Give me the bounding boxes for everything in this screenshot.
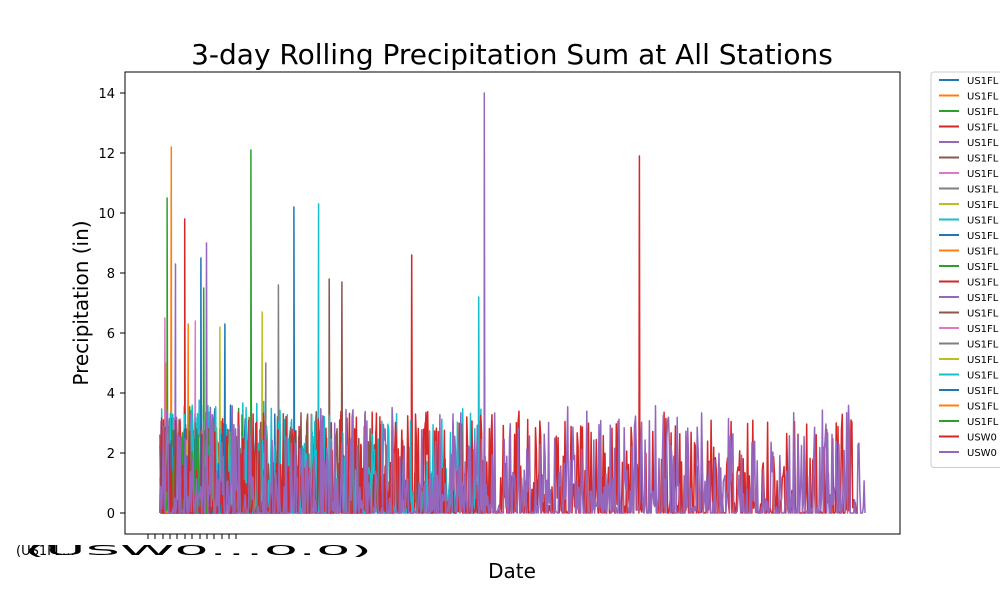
legend-label: US1FL: [967, 247, 999, 258]
y-tick-label: 6: [107, 327, 115, 342]
legend-label: US1FL: [967, 216, 999, 227]
legend-label: US1FL: [967, 386, 999, 397]
legend-label: US1FL: [967, 309, 999, 320]
legend-label: USW0: [967, 448, 997, 459]
legend-label: US1FL: [967, 355, 999, 366]
y-tick-label: 14: [98, 87, 115, 102]
x-tick-label: (US1FL…: [16, 544, 75, 559]
legend-label: US1FL: [967, 293, 999, 304]
legend-label: US1FL: [967, 107, 999, 118]
legend-label: US1FL: [967, 123, 999, 134]
legend-label: US1FL: [967, 340, 999, 351]
legend-label: US1FL: [967, 200, 999, 211]
legend-label: US1FL: [967, 169, 999, 180]
legend-label: US1FL: [967, 324, 999, 335]
y-tick-label: 2: [107, 447, 115, 462]
legend-label: US1FL: [967, 278, 999, 289]
series-layer: [159, 92, 866, 514]
legend-label: USW0: [967, 433, 997, 444]
x-tick-label-overlap: (USW0…0.0): [24, 544, 372, 559]
legend-label: US1FL: [967, 185, 999, 196]
y-tick-label: 10: [98, 207, 115, 222]
axes-layer: 0 2 4 6 8 10 12 14 (US1FL…(USW0…0.0): [16, 87, 372, 559]
chart-title: 3-day Rolling Precipitation Sum at All S…: [191, 38, 833, 71]
y-tick-label: 4: [107, 387, 115, 402]
legend-label: US1FL: [967, 138, 999, 149]
y-tick-label: 0: [107, 507, 115, 522]
legend-label: US1FL: [967, 417, 999, 428]
plot-frame: [124, 71, 901, 535]
series-line-25: [159, 92, 866, 514]
legend-label: US1FL: [967, 76, 999, 87]
y-axis-label: Precipitation (in): [69, 220, 93, 385]
x-axis-label: Date: [488, 559, 536, 583]
legend-frame: [930, 71, 1000, 468]
legend-label: US1FL: [967, 92, 999, 103]
y-tick-label: 8: [107, 267, 115, 282]
legend-label: US1FL: [967, 402, 999, 413]
legend-label: US1FL: [967, 154, 999, 165]
legend: US1FL US1FL US1FL US1FL US1FL US1FL US1FL US1FL…: [930, 71, 1000, 468]
legend-label: US1FL: [967, 231, 999, 242]
legend-label: US1FL: [967, 371, 999, 382]
y-tick-label: 12: [98, 147, 115, 162]
legend-label: US1FL: [967, 262, 999, 273]
